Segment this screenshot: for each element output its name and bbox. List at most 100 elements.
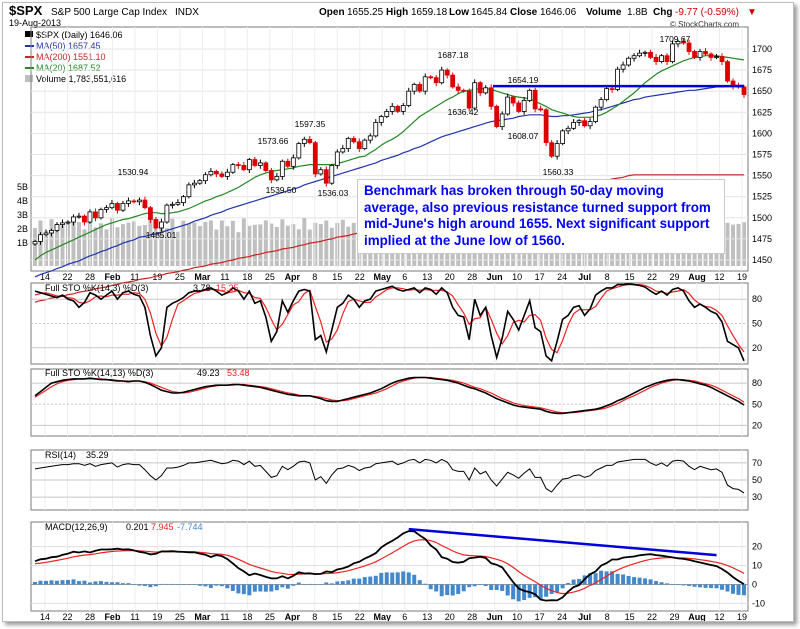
volume-bar [71,221,76,266]
candle-body [521,100,527,112]
candle-body [274,176,280,181]
stock-chart: $SPX S&P 500 Large Cap Index INDX 19-Aug… [3,3,793,621]
candle-body [604,88,609,101]
price-tick-label: 1525 [752,192,772,202]
candle-body [246,159,252,171]
volume-value: 1.8B [627,7,648,18]
macd-histogram-bar [93,581,98,585]
date-tick-label: 18 [242,612,252,621]
candle-body [362,139,368,149]
oscillator-tick-label: 20 [752,343,762,353]
price-point-label: 1687.18 [438,50,469,60]
price-tick-label: 1550 [752,171,772,181]
ma50-line [34,84,744,278]
candle-body [175,202,181,205]
date-tick-label: 11 [130,272,139,282]
date-tick-label: Jun [487,272,503,282]
macd-histogram-bar [219,584,224,587]
macd-histogram-bar [566,582,571,585]
macd-histogram-bar [687,584,692,587]
candle-body [505,96,511,115]
candle-body [549,142,555,157]
candle-body [675,40,681,45]
volume-bar [340,219,345,266]
macd-histogram-bar [428,584,433,590]
date-tick-label: 24 [557,612,567,621]
macd-histogram-bar [626,575,631,585]
macd-histogram-bar [456,584,461,594]
candle-body [32,241,38,245]
macd-histogram-bar [164,583,169,585]
macd-histogram-bar [76,581,81,585]
volume-bar [296,229,301,266]
volume-bar [186,223,191,266]
legend-ma20: MA(20) 1687.52 [36,63,101,73]
candle-body [653,56,659,63]
candle-body [263,162,269,171]
macd-histogram-bar [412,574,417,585]
candle-body [582,120,588,127]
macd-histogram-bar [346,580,351,585]
volume-bar [269,223,274,266]
date-tick-label: 10 [512,272,522,282]
date-tick-label: 15 [625,272,635,282]
volume-bar [346,226,351,266]
volume-label: Volume [586,7,622,18]
macd-histogram-bar [445,584,450,596]
macd-histogram-bar [571,579,576,585]
candle-body [208,170,214,176]
date-tick-label: 28 [85,272,95,282]
volume-tick-label: 4B [17,196,28,206]
volume-bar [208,220,213,266]
candle-body [477,82,483,94]
macd-histogram-bar [406,572,411,585]
candle-body [219,173,225,177]
volume-bar [153,227,158,266]
candle-body [351,138,357,143]
legend-ma50: MA(50) 1657.45 [36,41,101,51]
candle-body [378,116,384,123]
date-tick-label: 28 [467,272,477,282]
candle-body [137,199,142,203]
date-tick-label: 25 [175,272,185,282]
price-point-label: 1560.33 [543,167,574,177]
chart-frame: $SPX S&P 500 Large Cap Index INDX 19-Aug… [2,2,794,622]
rsi-line [34,458,745,494]
candle-body [499,113,505,128]
candle-body [620,64,626,70]
candle-body [428,76,434,79]
macd-histogram-bar [533,584,538,598]
candle-body [65,221,71,224]
macd-value-3: -7.744 [177,522,203,532]
candle-body [411,84,417,92]
date-tick-label: 17 [535,612,545,621]
macd-histogram-bar [681,584,686,586]
volume-bar [302,217,307,266]
candle-body [153,219,159,229]
date-tick-label: 11 [220,272,229,282]
date-tick-label: 24 [557,272,567,282]
candle-body [71,216,76,223]
chg-value: -9.77 (-0.59%) [675,7,739,18]
candle-body [356,141,362,149]
ma20-line [34,55,745,261]
macd-histogram-bar [131,584,136,585]
macd-histogram-bar [175,584,180,585]
high-label: High [386,7,408,18]
candle-body [301,138,307,144]
macd-histogram-bar [318,584,323,585]
low-value: 1645.84 [471,7,508,18]
candle-body [329,165,335,184]
macd-histogram-bar [120,583,125,585]
date-tick-label: 6 [402,612,407,621]
macd-histogram-bar [148,584,153,588]
candle-body [741,86,747,95]
macd-histogram-bar [197,584,202,586]
macd-histogram-bar [291,584,296,586]
candle-body [213,170,219,175]
candle-body [345,138,351,149]
macd-histogram-bar [676,584,681,586]
macd-histogram-bar [153,584,158,587]
macd-histogram-bar [307,583,312,585]
candle-body [164,204,170,223]
